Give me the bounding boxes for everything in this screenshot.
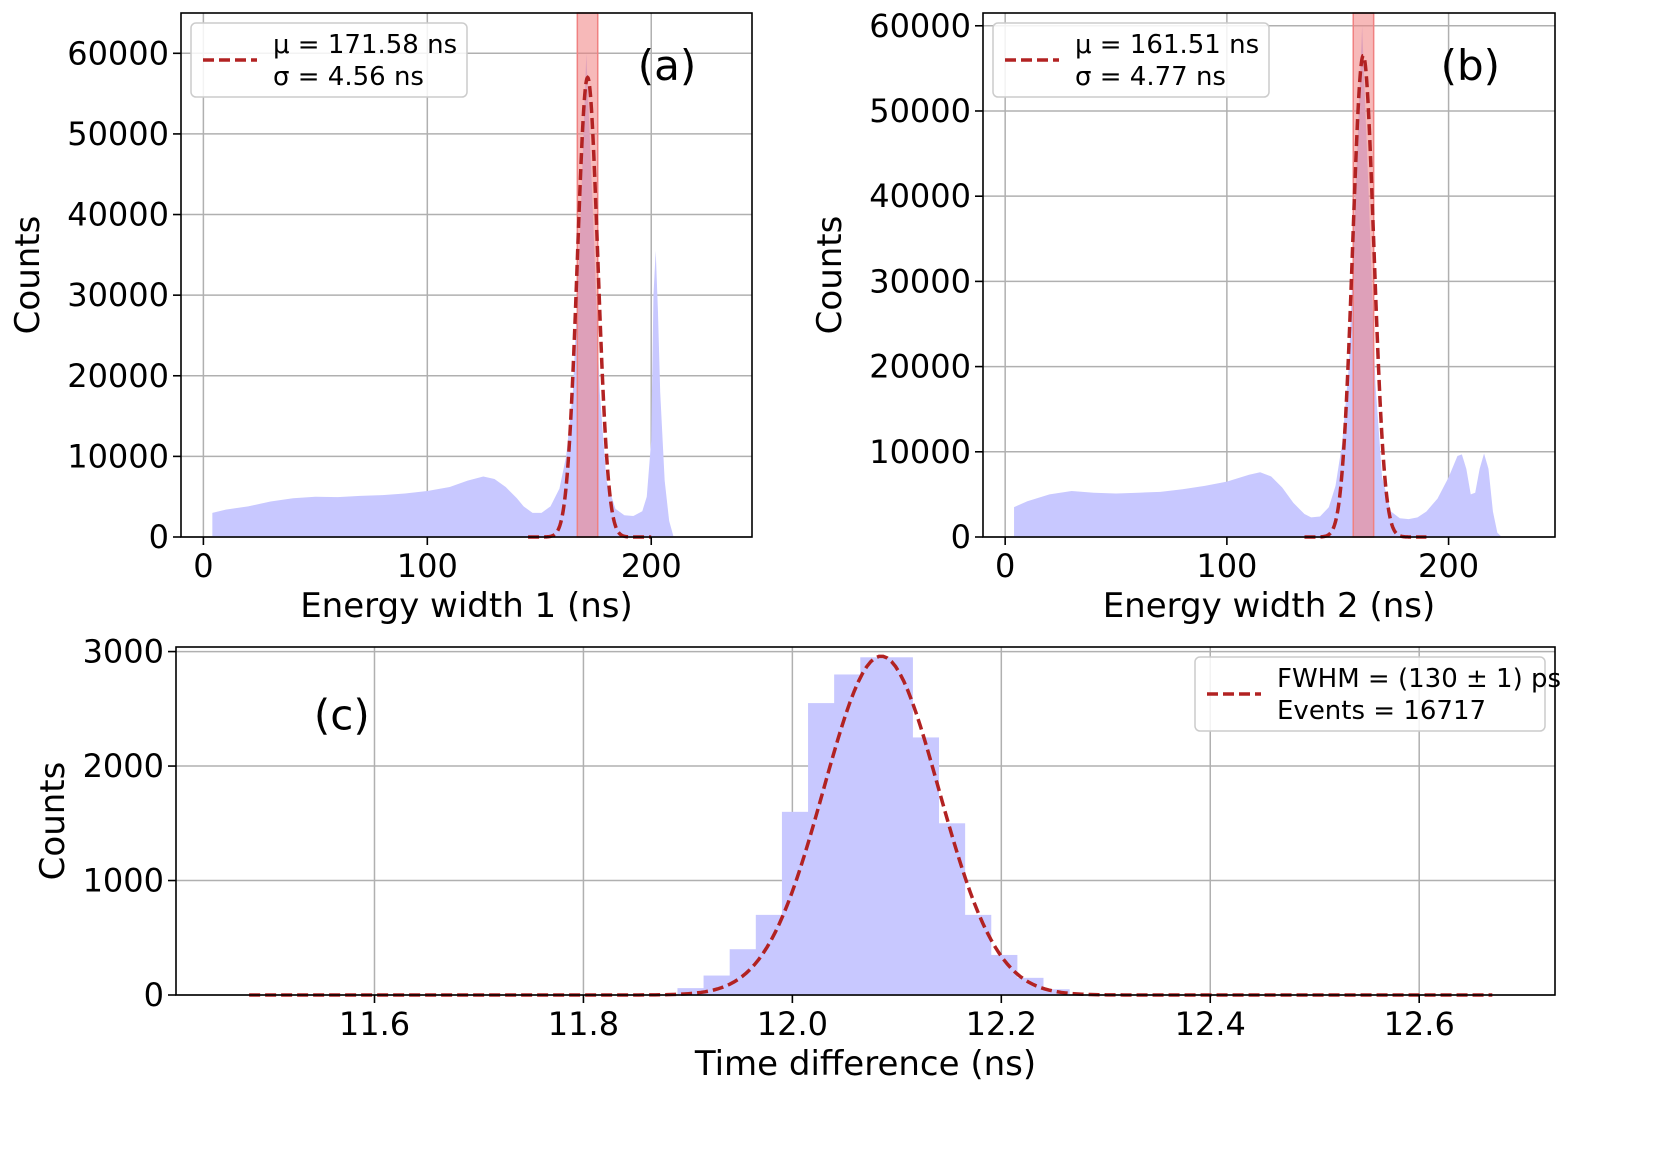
y-tick-label-c-0: 0 (144, 976, 164, 1014)
legend-box-b (992, 22, 1270, 98)
peak-band-rect-b (1352, 12, 1375, 538)
y-tick-label-c-1: 1000 (83, 862, 164, 900)
x-tick-label-a-2: 200 (621, 547, 682, 585)
legend-mu-a: μ = 171.58 ns (273, 30, 457, 60)
y-tick-label-b-1: 10000 (869, 433, 971, 471)
panel-label-c: (c) (314, 691, 370, 740)
y-tick-label-a-0: 0 (149, 518, 169, 556)
x-tick-label-c-1: 11.8 (548, 1005, 619, 1043)
x-axis-label-a: Energy width 1 (ns) (300, 586, 633, 626)
x-tick-label-b-2: 200 (1418, 547, 1479, 585)
x-axis-label-c: Time difference (ns) (694, 1044, 1036, 1084)
y-axis-label-a: Counts (8, 216, 48, 335)
y-tick-label-a-2: 20000 (67, 357, 169, 395)
legend-sigma-a: σ = 4.56 ns (273, 62, 424, 92)
ticks-a: 0 100 200 0 10000 20000 30000 40000 50000 60000 (67, 34, 682, 585)
y-tick-label-a-3: 30000 (67, 276, 169, 314)
y-tick-label-b-4: 40000 (869, 177, 971, 215)
x-axis-label-b: Energy width 2 (ns) (1103, 586, 1436, 626)
peak-band-b (1352, 12, 1375, 538)
y-tick-label-a-4: 40000 (67, 196, 169, 234)
legend-b: μ = 161.51 ns σ = 4.77 ns (992, 22, 1270, 98)
axes-border-b (982, 12, 1556, 538)
legend-events-c: Events = 16717 (1277, 696, 1486, 726)
legend-sigma-b: σ = 4.77 ns (1075, 62, 1226, 92)
histogram-bar-c-3 (755, 914, 783, 995)
histogram-bar-c-4 (781, 811, 809, 995)
panel-label-a: (a) (638, 41, 697, 90)
histogram-bar-c-10 (938, 823, 966, 995)
legend-a: μ = 171.58 ns σ = 4.56 ns (190, 22, 468, 98)
histogram-bar-c-13 (1016, 977, 1044, 995)
x-tick-label-c-4: 12.4 (1175, 1005, 1246, 1043)
histogram-bar-c-2 (729, 949, 757, 995)
y-axis-label-c: Counts (33, 762, 73, 881)
histogram-bar-c-14 (1043, 989, 1070, 995)
y-tick-label-b-3: 30000 (869, 262, 971, 300)
ticks-b: 0 100 200 0 10000 20000 30000 40000 50000 60000 (869, 7, 1479, 585)
x-tick-label-c-2: 12.0 (757, 1005, 828, 1043)
y-tick-label-a-5: 50000 (67, 115, 169, 153)
y-tick-label-c-3: 3000 (83, 633, 164, 671)
histogram-bar-c-5 (808, 703, 835, 995)
grid-b (983, 13, 1555, 538)
histogram-bar-c-0 (677, 988, 704, 995)
axes-frame-c (175, 646, 1556, 996)
y-tick-label-c-2: 2000 (83, 747, 164, 785)
panel-b: 0 100 200 0 10000 20000 30000 40000 50000 60000 E… (810, 7, 1556, 626)
x-tick-label-a-1: 100 (397, 547, 458, 585)
legend-box-c (1194, 656, 1546, 732)
x-tick-label-c-0: 11.6 (339, 1005, 410, 1043)
histogram-bar-c-6 (834, 674, 861, 995)
y-tick-label-b-5: 50000 (869, 92, 971, 130)
histogram-c (677, 657, 1070, 995)
axes-border-c (175, 646, 1556, 996)
x-tick-label-b-0: 0 (995, 547, 1015, 585)
axes-border-a (180, 12, 753, 538)
x-tick-label-b-1: 100 (1196, 547, 1257, 585)
panel-label-b: (b) (1441, 41, 1500, 90)
panel-a: 0 100 200 0 10000 20000 30000 40000 50000 60000 E… (8, 12, 753, 626)
y-tick-label-a-1: 10000 (67, 437, 169, 475)
y-axis-label-b: Counts (810, 216, 850, 335)
histogram-b (1014, 25, 1502, 538)
y-tick-label-b-0: 0 (951, 518, 971, 556)
x-tick-label-a-0: 0 (193, 547, 213, 585)
panel-c: 11.6 11.8 12.0 12.2 12.4 12.6 0 1000 2000 3000 Ti… (33, 633, 1561, 1084)
y-tick-label-b-6: 60000 (869, 7, 971, 45)
x-tick-label-c-3: 12.2 (966, 1005, 1037, 1043)
histogram-bar-c-8 (886, 657, 913, 995)
histogram-bar-c-11 (964, 914, 992, 995)
axes-frame-a (180, 12, 753, 538)
histogram-bar-c-1 (703, 975, 731, 995)
legend-fwhm-c: FWHM = (130 ± 1) ps (1277, 664, 1561, 694)
histogram-bar-c-9 (912, 737, 940, 995)
peak-band-a (576, 12, 599, 538)
axes-frame-b (982, 12, 1556, 538)
legend-mu-b: μ = 161.51 ns (1075, 30, 1259, 60)
legend-box-a (190, 22, 468, 98)
y-tick-label-b-2: 20000 (869, 348, 971, 386)
y-tick-label-a-6: 60000 (67, 34, 169, 72)
legend-c: FWHM = (130 ± 1) ps Events = 16717 (1194, 656, 1561, 732)
histogram-area-b (1014, 25, 1502, 538)
ticks-c: 11.6 11.8 12.0 12.2 12.4 12.6 0 1000 2000 3000 (83, 633, 1455, 1043)
histogram-bar-c-7 (860, 657, 887, 995)
peak-band-rect-a (576, 12, 599, 538)
x-tick-label-c-5: 12.6 (1384, 1005, 1455, 1043)
